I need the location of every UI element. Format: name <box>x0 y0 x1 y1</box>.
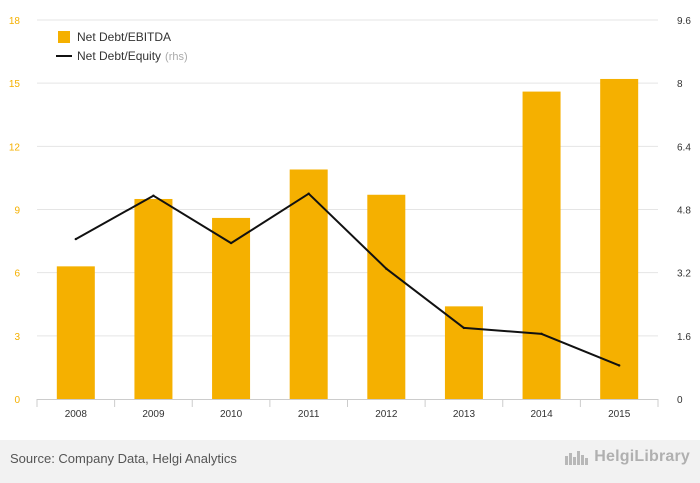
y-right-tick-label: 1.6 <box>677 332 691 343</box>
line-point <box>74 237 78 241</box>
series-line <box>75 192 620 367</box>
y-right-tick-label: 0 <box>677 395 683 406</box>
y-left-tick-label: 18 <box>9 16 21 27</box>
line-point <box>385 267 388 270</box>
x-tick-label: 2009 <box>142 409 165 420</box>
bar <box>134 198 173 399</box>
bar <box>600 78 639 399</box>
brand-logo: HelgiLibrary <box>564 448 690 466</box>
y-left-tick-label: 3 <box>14 332 20 343</box>
line-point <box>307 192 310 195</box>
bar <box>444 306 483 399</box>
gridlines <box>37 19 658 337</box>
x-tick-label: 2014 <box>530 409 553 420</box>
line-point <box>462 326 466 330</box>
y-right-tick-label: 3.2 <box>677 269 691 280</box>
x-tick-label: 2013 <box>453 409 476 420</box>
line-point <box>617 364 621 367</box>
line-point <box>152 194 155 197</box>
y-left-tick-label: 12 <box>9 142 21 153</box>
legend-line-name: Net Debt/Equity <box>77 49 161 63</box>
x-tick-label: 2011 <box>298 409 320 420</box>
bar <box>289 169 328 399</box>
bar <box>56 266 95 399</box>
line-point <box>229 241 233 245</box>
y-right-tick-label: 6.4 <box>677 142 691 153</box>
bar-series <box>56 78 639 399</box>
bar <box>367 194 406 399</box>
legend-line-suffix: (rhs) <box>165 51 188 63</box>
source-note: Source: Company Data, Helgi Analytics <box>10 451 237 466</box>
x-tick-label: 2012 <box>375 409 398 420</box>
legend-label-line: Net Debt/Equity (rhs) <box>77 49 188 63</box>
y-right-tick-label: 4.8 <box>677 206 691 217</box>
x-tick-label: 2015 <box>608 409 631 420</box>
line-point <box>540 332 543 336</box>
bar <box>522 91 561 399</box>
y-right-tick-label: 9.6 <box>677 16 691 27</box>
axes: 0 3 6 9 12 15 18 0 1.6 3.2 4.8 6.4 8 9.6 2008 2009 2010 2… <box>9 16 691 420</box>
legend-label-bar: Net Debt/EBITDA <box>77 30 171 44</box>
bar <box>212 217 251 399</box>
legend: Net Debt/EBITDA Net Debt/Equity (rhs) <box>56 30 188 63</box>
library-icon <box>565 451 589 465</box>
legend-swatch-bar <box>58 31 70 43</box>
y-left-tick-label: 6 <box>14 269 20 280</box>
x-tick-label: 2010 <box>220 409 243 420</box>
y-left-tick-label: 15 <box>9 79 21 90</box>
chart-svg: 0 3 6 9 12 15 18 0 1.6 3.2 4.8 6.4 8 9.6 2008 2009 2010 2… <box>9 16 691 420</box>
brand-name: HelgiLibrary <box>594 448 690 465</box>
y-right-tick-label: 8 <box>677 79 683 90</box>
x-tick-label: 2008 <box>65 409 88 420</box>
line-series <box>74 192 621 367</box>
y-left-tick-label: 0 <box>14 395 20 406</box>
y-left-tick-label: 9 <box>14 206 20 217</box>
